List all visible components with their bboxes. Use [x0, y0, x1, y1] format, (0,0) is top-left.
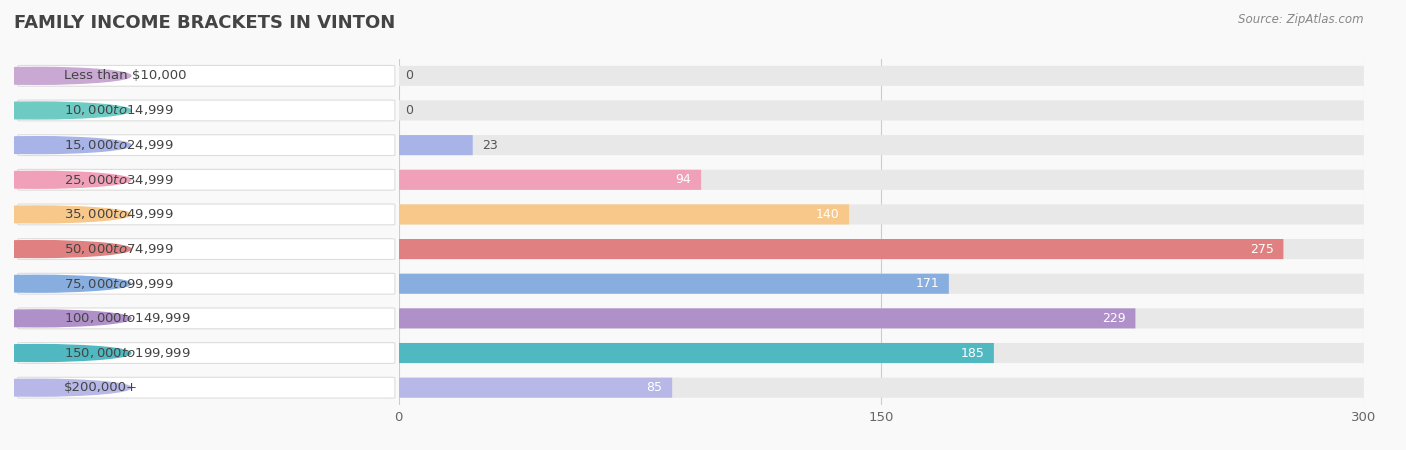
Circle shape	[0, 310, 131, 327]
FancyBboxPatch shape	[399, 343, 1364, 363]
FancyBboxPatch shape	[18, 169, 395, 190]
FancyBboxPatch shape	[18, 65, 395, 86]
FancyBboxPatch shape	[399, 170, 702, 190]
FancyBboxPatch shape	[399, 204, 849, 225]
Text: 94: 94	[676, 173, 692, 186]
Text: $75,000 to $99,999: $75,000 to $99,999	[65, 277, 174, 291]
Text: 229: 229	[1102, 312, 1126, 325]
FancyBboxPatch shape	[399, 135, 1364, 155]
Text: Less than $10,000: Less than $10,000	[65, 69, 187, 82]
FancyBboxPatch shape	[18, 308, 395, 329]
FancyBboxPatch shape	[399, 66, 1364, 86]
FancyBboxPatch shape	[18, 273, 395, 294]
Text: 171: 171	[915, 277, 939, 290]
FancyBboxPatch shape	[18, 342, 395, 364]
FancyBboxPatch shape	[18, 204, 395, 225]
Text: $15,000 to $24,999: $15,000 to $24,999	[65, 138, 174, 152]
FancyBboxPatch shape	[399, 378, 672, 398]
FancyBboxPatch shape	[399, 204, 1364, 225]
Circle shape	[0, 171, 131, 188]
FancyBboxPatch shape	[399, 343, 994, 363]
Text: Source: ZipAtlas.com: Source: ZipAtlas.com	[1239, 14, 1364, 27]
FancyBboxPatch shape	[399, 170, 1364, 190]
Circle shape	[0, 379, 131, 396]
Text: $35,000 to $49,999: $35,000 to $49,999	[65, 207, 174, 221]
FancyBboxPatch shape	[18, 100, 395, 121]
FancyBboxPatch shape	[399, 100, 1364, 121]
Text: $25,000 to $34,999: $25,000 to $34,999	[65, 173, 174, 187]
Text: 185: 185	[960, 346, 984, 360]
FancyBboxPatch shape	[399, 378, 1364, 398]
Text: 85: 85	[647, 381, 662, 394]
FancyBboxPatch shape	[399, 239, 1364, 259]
Circle shape	[0, 68, 131, 84]
Text: $10,000 to $14,999: $10,000 to $14,999	[65, 104, 174, 117]
Text: $200,000+: $200,000+	[65, 381, 138, 394]
Circle shape	[0, 241, 131, 257]
Text: $50,000 to $74,999: $50,000 to $74,999	[65, 242, 174, 256]
Circle shape	[0, 275, 131, 292]
Text: 0: 0	[405, 104, 413, 117]
Text: FAMILY INCOME BRACKETS IN VINTON: FAMILY INCOME BRACKETS IN VINTON	[14, 14, 395, 32]
FancyBboxPatch shape	[18, 377, 395, 398]
FancyBboxPatch shape	[399, 135, 472, 155]
FancyBboxPatch shape	[399, 274, 1364, 294]
FancyBboxPatch shape	[399, 239, 1284, 259]
FancyBboxPatch shape	[18, 238, 395, 260]
FancyBboxPatch shape	[399, 274, 949, 294]
Text: $100,000 to $149,999: $100,000 to $149,999	[65, 311, 191, 325]
Circle shape	[0, 102, 131, 119]
Text: 23: 23	[482, 139, 498, 152]
FancyBboxPatch shape	[399, 308, 1364, 328]
Text: 140: 140	[815, 208, 839, 221]
Circle shape	[0, 206, 131, 223]
FancyBboxPatch shape	[18, 135, 395, 156]
Text: 275: 275	[1250, 243, 1274, 256]
FancyBboxPatch shape	[399, 308, 1136, 328]
Text: 0: 0	[405, 69, 413, 82]
Circle shape	[0, 345, 131, 361]
Text: $150,000 to $199,999: $150,000 to $199,999	[65, 346, 191, 360]
Circle shape	[0, 137, 131, 153]
